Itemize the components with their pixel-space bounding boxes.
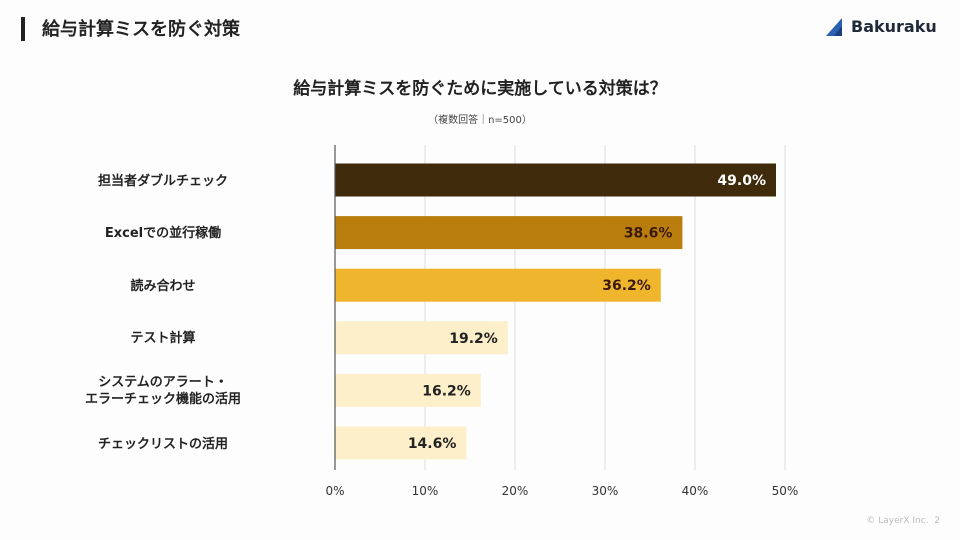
footer: © LayerX Inc. 2 xyxy=(866,516,940,526)
category-label: Excelでの並行稼働 xyxy=(104,226,222,242)
data-label: 36.2% xyxy=(602,278,651,294)
bar xyxy=(335,163,776,197)
chart-title: 給与計算ミスを防ぐために実施している対策は？ xyxy=(293,79,667,99)
category-label: チェックリストの活用 xyxy=(97,436,228,452)
page-title: 給与計算ミスを防ぐ対策 xyxy=(42,19,240,40)
category-label: 担当者ダブルチェック xyxy=(97,173,228,189)
data-label: 16.2% xyxy=(422,383,471,399)
category-label: テスト計算 xyxy=(130,331,196,347)
header-accent-bar xyxy=(21,17,25,41)
x-tick-label: 10% xyxy=(412,484,439,498)
category-label: 読み合わせ xyxy=(130,278,196,294)
x-tick-label: 30% xyxy=(592,484,619,498)
data-label: 14.6% xyxy=(408,436,457,452)
chart-subtitle: （複数回答｜n=500） xyxy=(428,115,532,126)
data-label: 19.2% xyxy=(449,331,498,347)
data-label: 38.6% xyxy=(624,226,673,242)
x-tick-label: 50% xyxy=(772,484,799,498)
bar xyxy=(335,321,508,355)
bakuraku-triangle-icon xyxy=(826,17,842,36)
page-number: 2 xyxy=(934,516,940,526)
logo: Bakuraku xyxy=(826,17,937,36)
data-label: 49.0% xyxy=(717,173,766,189)
bar xyxy=(335,373,481,407)
bar xyxy=(335,216,683,250)
bar xyxy=(335,268,661,302)
x-tick-label: 0% xyxy=(325,484,344,498)
x-tick-label: 40% xyxy=(682,484,709,498)
x-tick-label: 20% xyxy=(502,484,529,498)
logo-text: Bakuraku xyxy=(851,17,937,36)
copyright: © LayerX Inc. xyxy=(866,516,929,526)
category-label: システムのアラート・ エラーチェック機能の活用 xyxy=(84,375,241,408)
bar xyxy=(335,426,467,460)
